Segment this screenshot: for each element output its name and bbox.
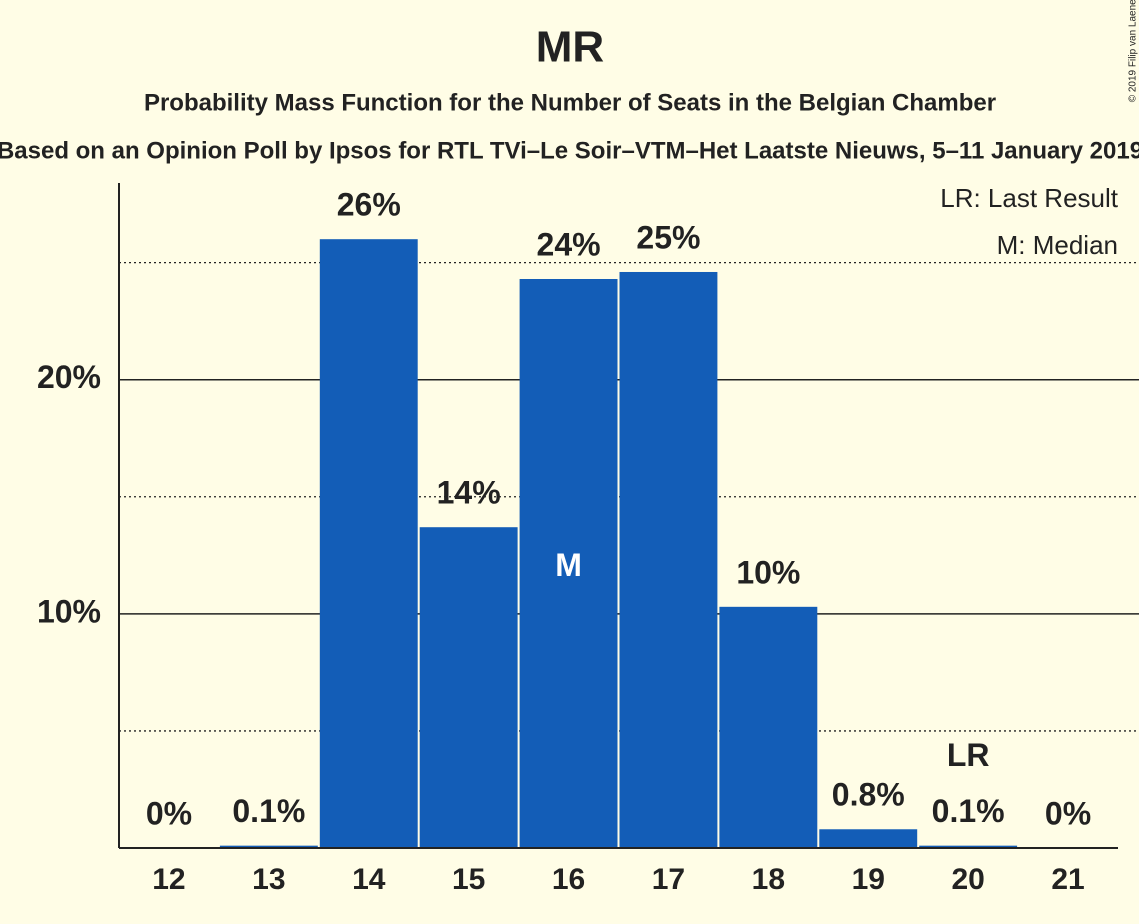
bar [619, 271, 718, 848]
bar [219, 845, 318, 848]
value-label: 0.1% [232, 793, 305, 829]
value-label: 14% [437, 475, 501, 511]
y-tick-label: 20% [37, 359, 101, 395]
bar [819, 829, 918, 848]
copyright: © 2019 Filip van Laenen [1128, 0, 1139, 102]
x-tick-label: 15 [452, 863, 485, 896]
x-tick-label: 16 [552, 863, 585, 896]
x-tick-label: 18 [752, 863, 785, 896]
chart-subtitle: Probability Mass Function for the Number… [144, 89, 996, 116]
x-tick-label: 12 [152, 863, 185, 896]
x-tick-label: 20 [951, 863, 984, 896]
chart-source: Based on an Opinion Poll by Ipsos for RT… [0, 137, 1139, 164]
x-tick-label: 21 [1051, 863, 1084, 896]
chart-title: MR [536, 23, 604, 72]
value-label: 0.8% [832, 777, 905, 813]
legend-entry: M: Median [997, 230, 1118, 260]
value-label: 0% [146, 795, 192, 831]
value-label: 0.1% [932, 793, 1005, 829]
x-tick-label: 17 [652, 863, 685, 896]
marker-label: M [555, 547, 582, 583]
value-label: 25% [636, 219, 700, 255]
legend-entry: LR: Last Result [940, 183, 1119, 213]
bar [319, 239, 418, 848]
value-label: 24% [537, 226, 601, 262]
bar [919, 845, 1018, 848]
x-tick-label: 13 [252, 863, 285, 896]
bar [719, 606, 818, 848]
value-label: 0% [1045, 795, 1091, 831]
bar [419, 527, 518, 848]
x-tick-label: 14 [352, 863, 386, 896]
y-tick-label: 10% [37, 593, 101, 629]
value-label: 10% [736, 554, 800, 590]
bar [519, 279, 618, 848]
x-tick-label: 19 [852, 863, 885, 896]
marker-label: LR [947, 737, 990, 773]
value-label: 26% [337, 187, 401, 223]
